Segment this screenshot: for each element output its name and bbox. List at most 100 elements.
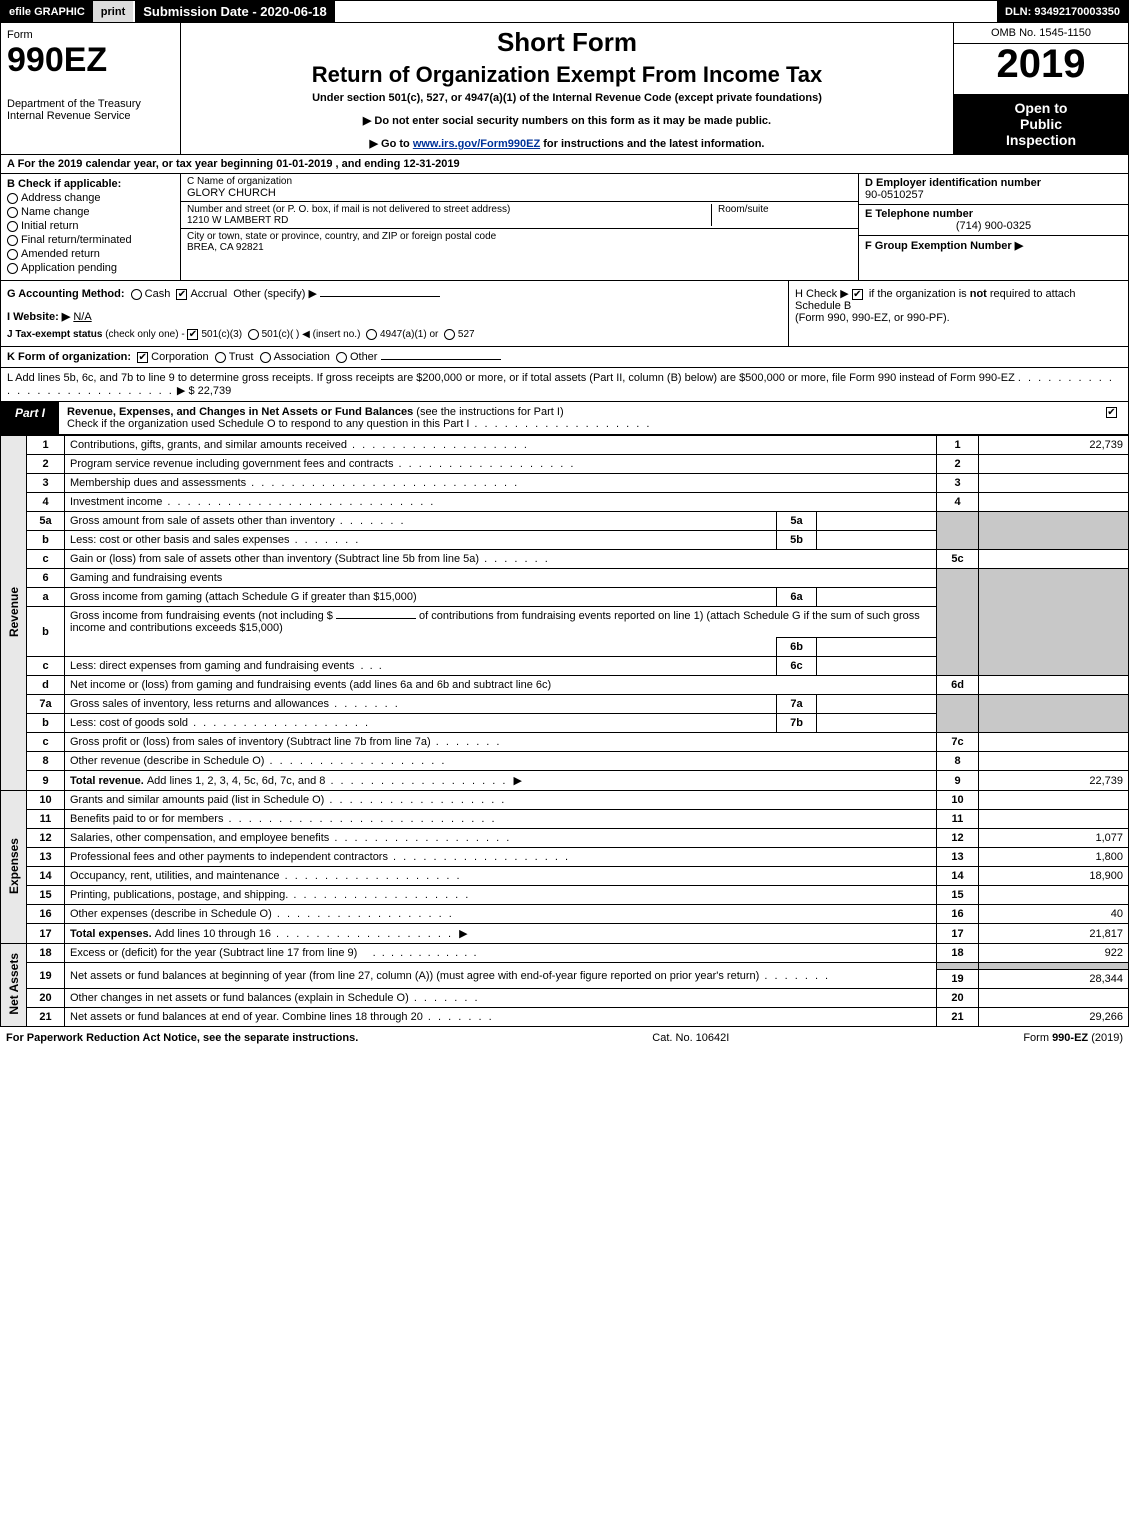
line-num: 5a [27,512,65,531]
line-amount [979,474,1129,493]
footer-right: Form 990-EZ (2019) [1023,1032,1123,1044]
g-other-label: Other (specify) ▶ [233,288,317,300]
part1-title: Revenue, Expenses, and Changes in Net As… [67,406,413,418]
line-code: 20 [937,989,979,1008]
shaded-cell [979,512,1129,550]
line-amount [979,733,1129,752]
line-num: 18 [27,944,65,963]
line-num: 19 [27,963,65,989]
cb-4947[interactable] [366,329,377,340]
ein-label: D Employer identification number [865,177,1122,189]
line-num: a [27,588,65,607]
cb-cash[interactable] [131,289,142,300]
line-code: 17 [937,924,979,944]
part1-title-cell: Revenue, Expenses, and Changes in Net As… [59,402,1088,434]
l-text: L Add lines 5b, 6c, and 7b to line 9 to … [7,372,1015,384]
part1-check-note: Check if the organization used Schedule … [67,418,469,430]
cb-527[interactable] [444,329,455,340]
part1-header: Part I Revenue, Expenses, and Changes in… [0,401,1129,435]
cb-other-org[interactable] [336,352,347,363]
table-row: 3 Membership dues and assessments 3 [1,474,1129,493]
table-row: 4 Investment income 4 [1,493,1129,512]
sub-code: 6b [777,638,817,657]
table-row: c Gross profit or (loss) from sales of i… [1,733,1129,752]
part1-table: Revenue 1 Contributions, gifts, grants, … [0,435,1129,1027]
irs-link[interactable]: www.irs.gov/Form990EZ [413,138,540,150]
line-code: 5c [937,550,979,569]
line-amount: 21,817 [979,924,1129,944]
line-num: c [27,657,65,676]
form-number: 990EZ [7,41,174,80]
line-amount: 22,739 [979,436,1129,455]
line-desc: Net assets or fund balances at end of ye… [65,1008,937,1027]
open-line2: Public [958,116,1124,132]
cb-trust[interactable] [215,352,226,363]
shaded-cell [979,963,1129,970]
website-value: N/A [73,311,91,323]
footer-mid: Cat. No. 10642I [358,1032,1023,1044]
line-amount: 40 [979,905,1129,924]
open-line3: Inspection [958,132,1124,148]
cb-address-change-label: Address change [21,192,101,204]
part1-dots [469,418,651,430]
cb-501c[interactable] [248,329,259,340]
k-o1: Corporation [151,351,208,363]
cb-501c3[interactable] [187,329,198,340]
cb-accrual[interactable] [176,289,187,300]
k-label: K Form of organization: [7,351,131,363]
sub-value [817,657,937,676]
org-city: BREA, CA 92821 [187,242,852,253]
g-other-input[interactable] [320,296,440,297]
sub-code: 6c [777,657,817,676]
l6b-blank[interactable] [336,618,416,619]
dln-label: DLN: 93492170003350 [997,1,1128,22]
cb-final-return[interactable]: Final return/terminated [7,234,174,246]
arrow2-pre: ▶ Go to [370,138,413,150]
form-label: Form [7,29,174,41]
line-code: 16 [937,905,979,924]
k-other-input[interactable] [381,359,501,360]
line-code: 3 [937,474,979,493]
line-code: 6d [937,676,979,695]
under-section: Under section 501(c), 527, or 4947(a)(1)… [189,92,945,104]
phone-cell: E Telephone number (714) 900-0325 [859,205,1128,236]
cb-association[interactable] [260,352,271,363]
line-code: 15 [937,886,979,905]
arrow2-post: for instructions and the latest informat… [540,138,764,150]
line-num: 17 [27,924,65,944]
col-d-ids: D Employer identification number 90-0510… [858,174,1128,280]
cb-corporation[interactable] [137,352,148,363]
cb-application-pending[interactable]: Application pending [7,262,174,274]
line-desc: Grants and similar amounts paid (list in… [65,791,937,810]
line-desc: Gain or (loss) from sale of assets other… [65,550,937,569]
line-code: 12 [937,829,979,848]
line-amount [979,791,1129,810]
line-desc: Less: direct expenses from gaming and fu… [65,657,777,676]
print-button[interactable]: print [93,1,133,22]
col-c-org-info: C Name of organization GLORY CHURCH Numb… [181,174,858,280]
cb-name-change[interactable]: Name change [7,206,174,218]
phone-value: (714) 900-0325 [865,220,1122,232]
line-num: 2 [27,455,65,474]
line-code: 2 [937,455,979,474]
sub-value [817,588,937,607]
row-k-form-of-org: K Form of organization: Corporation Trus… [0,347,1129,368]
cb-address-change[interactable]: Address change [7,192,174,204]
cb-schedule-b[interactable] [852,289,863,300]
table-row: 15 Printing, publications, postage, and … [1,886,1129,905]
line-desc: Gross amount from sale of assets other t… [65,512,777,531]
cb-name-change-label: Name change [21,206,90,218]
cb-application-pending-label: Application pending [21,262,117,274]
page-footer: For Paperwork Reduction Act Notice, see … [0,1027,1129,1048]
cb-amended-return[interactable]: Amended return [7,248,174,260]
line-code: 1 [937,436,979,455]
line-amount [979,810,1129,829]
sub-value [817,638,937,657]
line-amount [979,886,1129,905]
cb-initial-return[interactable]: Initial return [7,220,174,232]
line-num: 21 [27,1008,65,1027]
tax-year: 2019 [954,44,1128,84]
cb-schedule-o-part1[interactable] [1106,407,1117,418]
table-row: Net Assets 18 Excess or (deficit) for th… [1,944,1129,963]
line-desc: Gross profit or (loss) from sales of inv… [65,733,937,752]
